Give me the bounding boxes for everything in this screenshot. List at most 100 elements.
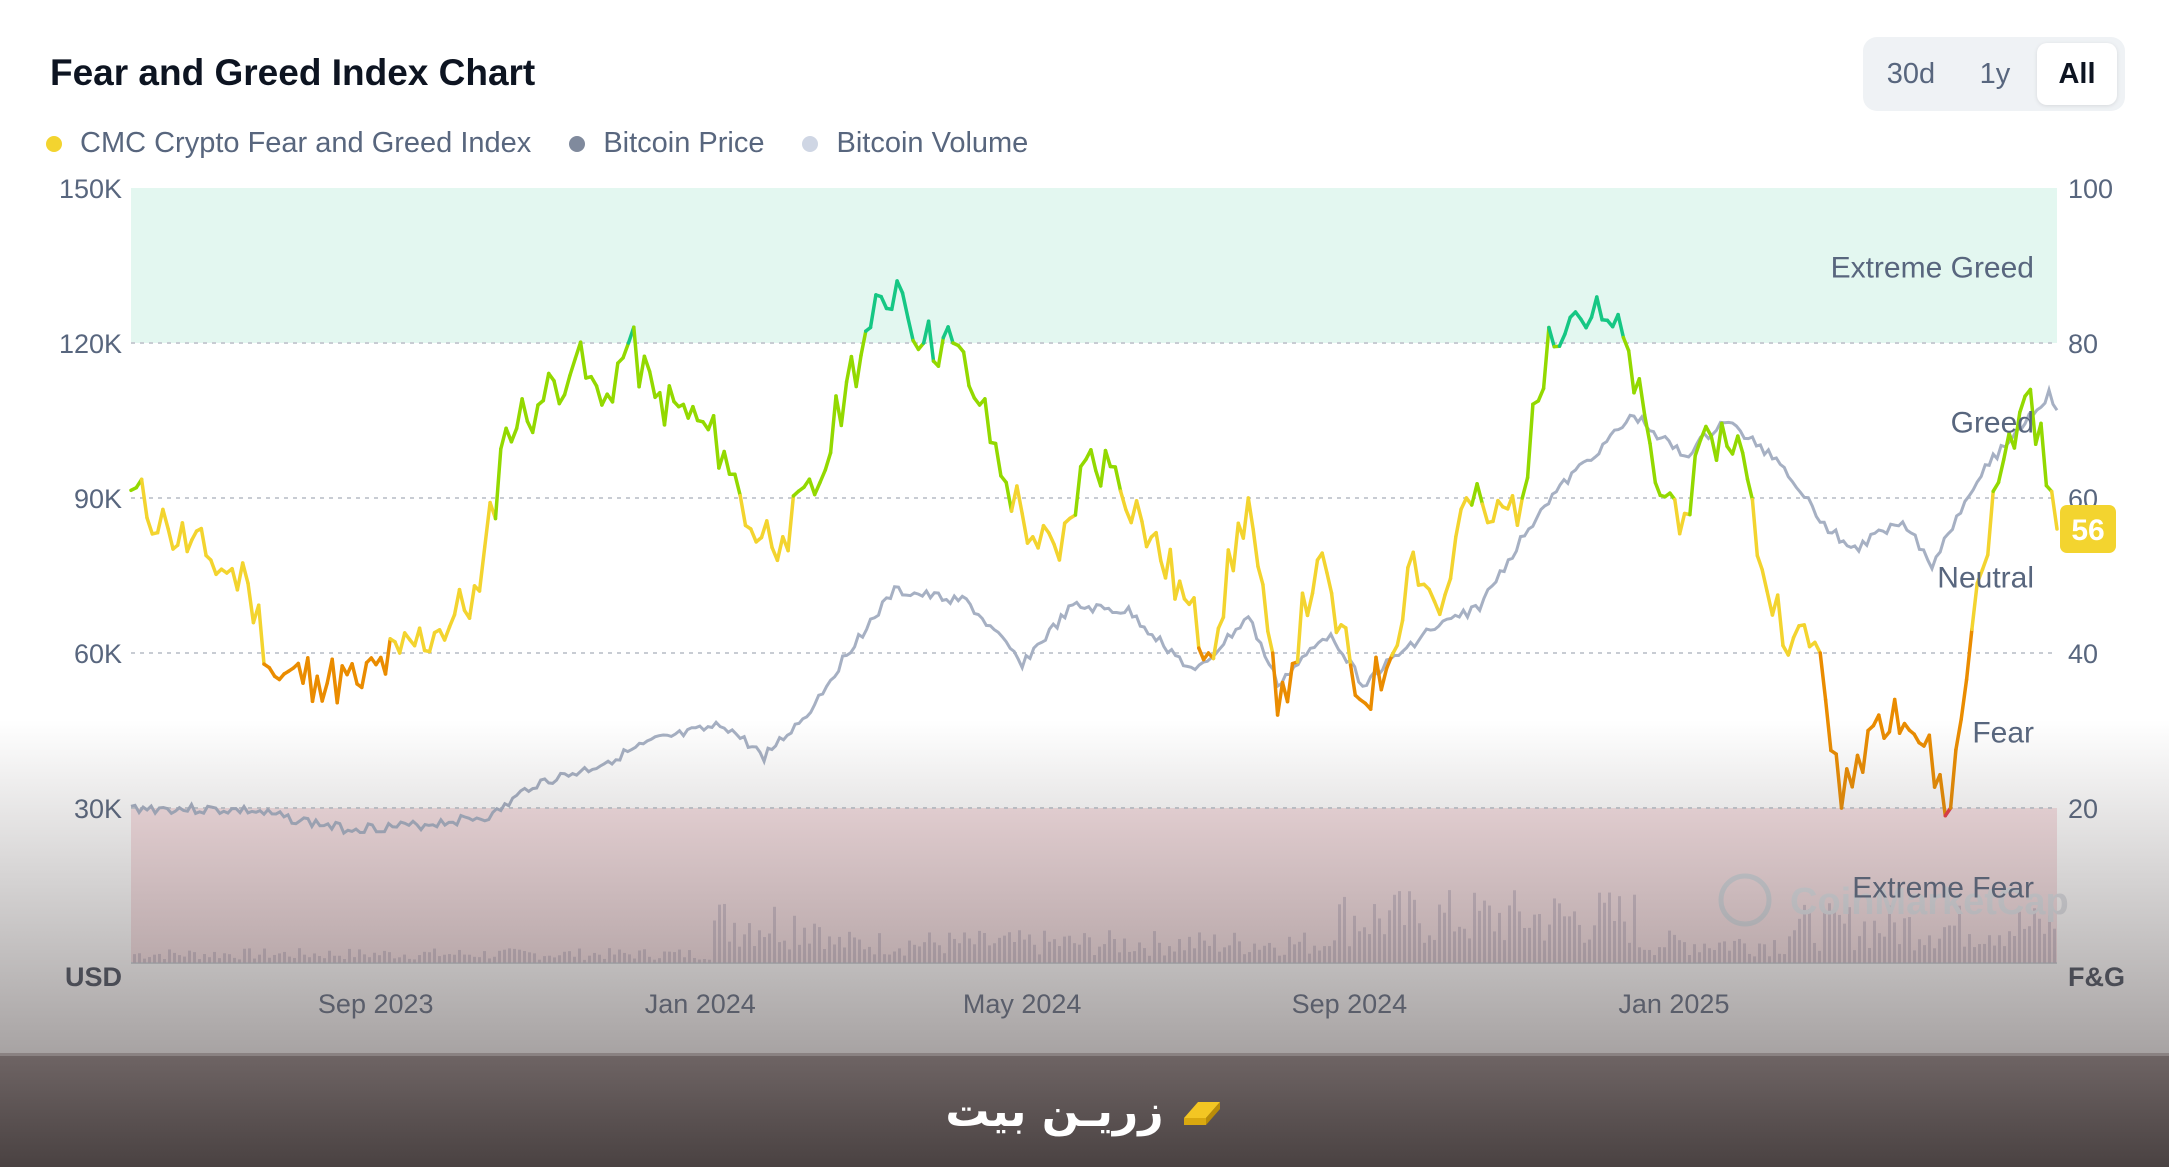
volume-bar <box>1423 943 1426 963</box>
volume-bar <box>1998 935 2001 963</box>
fear-greed-segment <box>1752 500 1757 556</box>
volume-bar <box>1353 916 1356 963</box>
fear-greed-segment <box>969 386 974 398</box>
volume-bar <box>743 934 746 963</box>
fear-greed-segment <box>1815 642 1820 653</box>
volume-bar <box>308 957 311 963</box>
volume-bar <box>718 905 721 963</box>
fear-greed-segment <box>1852 755 1857 786</box>
left-axis-unit: USD <box>65 962 122 992</box>
fear-greed-segment <box>669 386 674 402</box>
fear-greed-segment <box>1106 451 1111 467</box>
volume-bar <box>1643 950 1646 963</box>
fear-greed-segment <box>511 428 516 442</box>
volume-bar <box>968 939 971 963</box>
x-axis-ticks: Sep 2023 Jan 2024 May 2024 Sep 2024 Jan … <box>318 989 1730 1019</box>
volume-bar <box>413 959 416 963</box>
fear-greed-segment <box>1538 388 1543 401</box>
volume-bar <box>338 956 341 963</box>
fear-greed-segment <box>1298 593 1303 662</box>
volume-bar <box>1073 943 1076 963</box>
volume-bar <box>758 930 761 963</box>
volume-bar <box>633 958 636 963</box>
zone-label-extreme-fear: Extreme Fear <box>1852 872 2034 905</box>
volume-bar <box>1913 950 1916 963</box>
fear-greed-segment <box>1263 585 1268 632</box>
zone-labels: Extreme Greed Greed Neutral Fear Extreme… <box>1831 252 2034 905</box>
fear-greed-segment <box>570 359 575 376</box>
volume-bar <box>1223 947 1226 963</box>
volume-bar <box>908 941 911 963</box>
volume-bar <box>1793 930 1796 963</box>
volume-bar <box>1243 954 1246 963</box>
fear-greed-segment <box>1690 456 1695 515</box>
fear-greed-segment <box>1629 351 1634 393</box>
fear-greed-segment <box>1738 436 1743 453</box>
right-tick-label: 100 <box>2068 174 2113 204</box>
volume-bar <box>773 907 776 963</box>
volume-bar <box>1733 941 1736 963</box>
volume-bar <box>1543 941 1546 963</box>
fear-greed-segment <box>740 496 745 526</box>
volume-bar <box>593 953 596 963</box>
volume-bar <box>1903 918 1906 963</box>
volume-bar <box>178 955 181 963</box>
fear-greed-segment <box>1397 620 1402 645</box>
fear-greed-segment <box>1017 486 1022 514</box>
volume-bar <box>553 957 556 963</box>
volume-bar <box>1638 947 1641 963</box>
volume-bar <box>698 960 701 963</box>
volume-bar <box>1863 921 1866 963</box>
fear-greed-segment <box>2041 423 2046 485</box>
volume-bar <box>848 932 851 963</box>
volume-bar <box>1678 940 1681 963</box>
volume-bar <box>158 954 161 963</box>
fear-greed-segment <box>1639 379 1644 416</box>
volume-bar <box>948 933 951 963</box>
volume-bar <box>1148 956 1151 963</box>
volume-bar <box>1923 945 1926 963</box>
volume-bar <box>1538 914 1541 963</box>
volume-bar <box>573 957 576 963</box>
volume-bar <box>433 949 436 963</box>
volume-bar <box>533 953 536 963</box>
fear-greed-segment <box>352 664 357 684</box>
volume-bar <box>1163 955 1166 963</box>
volume-bar <box>798 945 801 963</box>
left-tick-label: 150K <box>59 174 122 204</box>
volume-bar <box>1293 944 1296 963</box>
volume-bar <box>1908 917 1911 963</box>
volume-bar <box>1983 944 1986 963</box>
volume-bar <box>2013 936 2016 963</box>
left-tick-label: 90K <box>74 484 122 514</box>
fear-greed-segment <box>1194 598 1199 648</box>
volume-bar <box>333 956 336 963</box>
volume-bar <box>1773 940 1776 963</box>
fear-greed-segment <box>1288 664 1293 702</box>
volume-bar <box>303 955 306 963</box>
fear-greed-segment <box>2052 492 2057 530</box>
volume-bar <box>928 932 931 963</box>
volume-bar <box>1058 946 1061 963</box>
volume-bar <box>823 949 826 963</box>
volume-bar <box>1123 939 1126 963</box>
volume-bar <box>808 944 811 963</box>
fear-greed-segment <box>445 627 450 640</box>
volume-bar <box>1628 943 1631 963</box>
volume-bar <box>768 934 771 963</box>
volume-bar <box>1203 941 1206 963</box>
volume-bar <box>1278 956 1281 963</box>
volume-bar <box>888 955 891 963</box>
fear-greed-segment <box>1517 498 1522 525</box>
fear-greed-segment <box>543 374 548 401</box>
volume-bar <box>1603 903 1606 963</box>
fear-greed-segment <box>964 352 969 386</box>
fear-greed-segment <box>724 452 729 475</box>
volume-bar <box>148 957 151 963</box>
volume-bar <box>1593 925 1596 963</box>
volume-bar <box>213 952 216 963</box>
volume-bar <box>373 953 376 963</box>
fear-greed-segment <box>1091 450 1096 471</box>
volume-bar <box>863 949 866 963</box>
